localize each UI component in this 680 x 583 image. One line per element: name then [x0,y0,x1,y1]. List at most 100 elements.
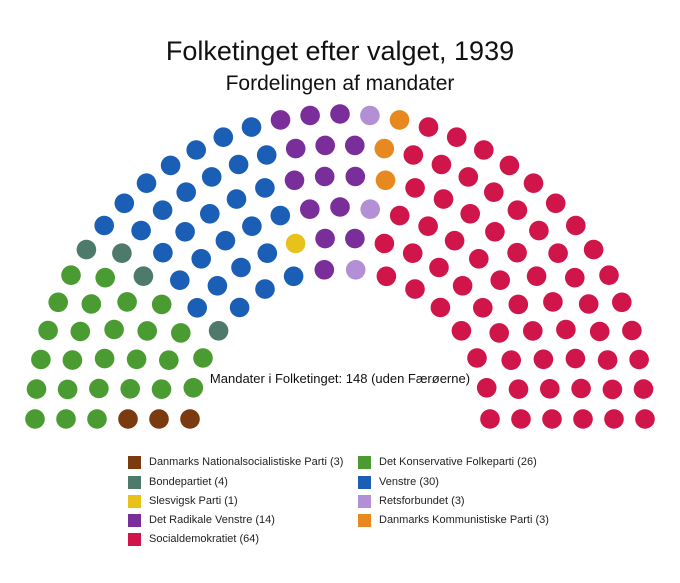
seat-socialdemokratiet [633,379,654,399]
legend-item-retsforbundet: Retsforbundet (3) [358,493,465,509]
seat-det-konservative-folkeparti [193,348,213,368]
seat-venstre [242,216,262,236]
seat-danmarks-kommunistiske-parti [375,170,396,191]
seat-socialdemokratiet [602,379,623,400]
seat-det-konservative-folkeparti [95,267,115,288]
seat-venstre [153,242,173,263]
seat-det-radikale-venstre [345,166,366,187]
seat-venstre [270,205,291,226]
seat-bondepartiet [112,243,132,263]
seat-socialdemokratiet [476,378,497,398]
seat-det-konservative-folkeparti [94,348,115,369]
seat-socialdemokratiet [490,270,511,291]
seat-det-radikale-venstre [315,135,336,156]
seat-det-radikale-venstre [284,170,305,191]
seat-total-caption: Mandater i Folketinget: 148 (uden Færøer… [209,371,471,386]
seat-socialdemokratiet [540,379,560,399]
seat-danmarks-kommunistiske-parti [389,110,410,130]
seat-socialdemokratiet [474,140,494,160]
seat-bondepartiet [208,321,229,341]
seat-det-konservative-folkeparti [89,378,109,399]
seat-socialdemokratiet [629,349,649,370]
seat-socialdemokratiet [542,409,562,429]
seat-det-konservative-folkeparti [61,265,81,286]
seat-socialdemokratiet [508,379,529,400]
seat-socialdemokratiet [484,182,504,202]
seat-socialdemokratiet [452,276,473,296]
legend-swatch [128,513,141,527]
seat-socialdemokratiet [485,222,505,242]
legend-item-socialdemokratiet: Socialdemokratiet (64) [128,531,259,547]
legend-item-nationalsocialistiske: Danmarks Nationalsocialistiske Parti (3) [128,454,343,470]
seat-det-konservative-folkeparti [126,349,147,370]
seat-danmarks-nationalsocialistiske-parti [180,409,200,429]
seat-det-konservative-folkeparti [137,321,157,341]
seat-socialdemokratiet [548,243,568,263]
seat-venstre [136,173,157,193]
seat-venstre [257,243,278,263]
seat-socialdemokratiet [543,292,563,312]
seat-socialdemokratiet [612,292,632,313]
chart-subtitle: Fordelingen af mandater [225,72,455,95]
seat-venstre [176,182,196,202]
seat-venstre [186,140,206,160]
seat-det-konservative-folkeparti [56,409,76,429]
seat-det-konservative-folkeparti [120,379,140,399]
seat-socialdemokratiet [489,323,510,343]
seat-danmarks-kommunistiske-parti [374,138,395,159]
seat-venstre [160,155,181,176]
seat-det-radikale-venstre [314,166,335,187]
seat-socialdemokratiet [499,155,520,176]
seat-det-radikale-venstre [285,138,306,159]
legend-label: Slesvigsk Parti (1) [149,495,238,507]
legend-label: Det Konservative Folkeparti (26) [379,456,537,468]
seat-socialdemokratiet [507,242,527,263]
seat-socialdemokratiet [460,204,481,224]
seat-venstre [200,204,220,224]
seat-det-konservative-folkeparti [38,320,58,341]
seat-venstre [175,222,195,242]
seat-danmarks-nationalsocialistiske-parti [118,409,138,429]
seat-det-konservative-folkeparti [70,321,91,342]
seat-venstre [255,178,275,198]
seat-retsforbundet [360,105,380,126]
legend-label: Retsforbundet (3) [379,495,465,507]
legend-item-konservative: Det Konservative Folkeparti (26) [358,454,537,470]
seat-venstre [229,297,250,318]
seat-det-radikale-venstre [314,260,335,280]
seat-socialdemokratiet [599,265,619,286]
seat-det-radikale-venstre [270,110,291,130]
legend-item-radikale: Det Radikale Venstre (14) [128,512,275,528]
legend-label: Danmarks Kommunistiske Parti (3) [379,514,549,526]
legend-label: Bondepartiet (4) [149,476,228,488]
seat-bondepartiet [76,239,97,260]
seat-socialdemokratiet [418,117,439,137]
seat-socialdemokratiet [571,378,591,399]
seat-socialdemokratiet [566,215,586,236]
seat-socialdemokratiet [458,167,479,187]
seat-danmarks-nationalsocialistiske-parti [149,409,169,429]
seat-retsforbundet [345,260,366,280]
seat-det-konservative-folkeparti [151,379,172,400]
seat-socialdemokratiet [433,189,454,209]
seat-det-konservative-folkeparti [104,319,124,340]
seat-det-konservative-folkeparti [87,409,107,429]
seat-socialdemokratiet [604,409,624,429]
seat-det-konservative-folkeparti [57,379,78,400]
seat-venstre [256,145,277,165]
seat-det-radikale-venstre [300,105,320,126]
seat-socialdemokratiet [545,193,566,214]
seat-venstre [255,279,275,299]
seat-bondepartiet [133,266,154,287]
seat-venstre [191,248,211,269]
seat-socialdemokratiet [431,154,452,175]
chart-title: Folketinget efter valget, 1939 [165,36,515,66]
legend-swatch [128,455,141,469]
seat-socialdemokratiet [376,266,397,287]
seat-socialdemokratiet [403,145,424,165]
seat-det-radikale-venstre [345,135,365,156]
seat-det-konservative-folkeparti [48,292,68,313]
seat-socialdemokratiet [573,409,593,429]
